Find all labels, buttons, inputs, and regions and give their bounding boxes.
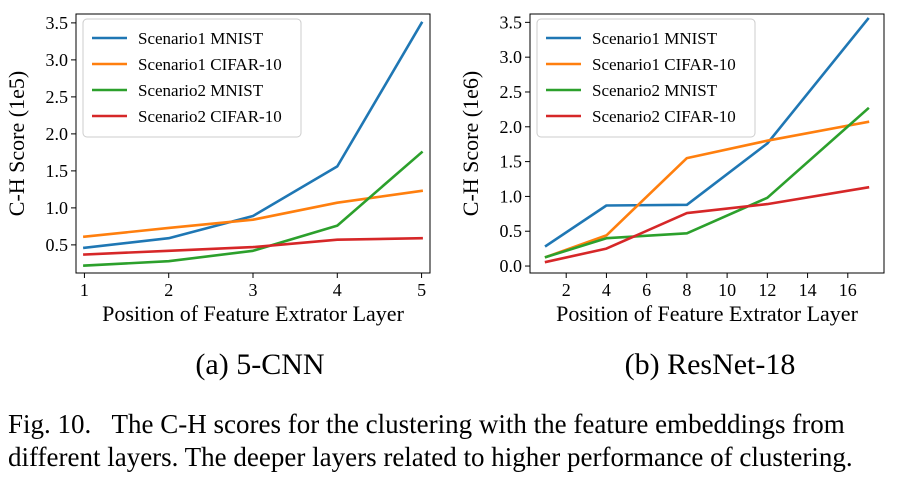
x-tick-label-b-4: 4 [602, 280, 611, 300]
legend-label-b-2: Scenario1 CIFAR-10 [592, 55, 736, 74]
y-tick-label-a-3: 2.0 [46, 124, 69, 144]
legend-label-a-1: Scenario1 MNIST [138, 29, 264, 48]
chart-b: 2 4 6 8 10 12 14 16 0.0 0.5 1.0 1.5 2.0 2.5 3.0 3.5 Posi… [458, 12, 885, 326]
legend-label-a-4: Scenario2 CIFAR-10 [138, 107, 282, 126]
series-line-b-3 [544, 106, 870, 259]
y-tick-label-a-1: 1.0 [46, 198, 69, 218]
x-tick-label-b-2: 2 [562, 280, 571, 300]
y-tick-label-b-7: 3.5 [500, 12, 523, 32]
figure-caption: Fig. 10. The C-H scores for the clusteri… [8, 408, 900, 474]
panel-caption-a: (a) 5-CNN [195, 348, 325, 381]
x-tick-label-b-14: 14 [799, 280, 817, 300]
x-tick-label-b-12: 12 [758, 280, 776, 300]
y-axis-label-a: C-H Score (1e5) [4, 71, 29, 216]
legend-a [82, 18, 302, 138]
series-line-a-1 [82, 21, 424, 250]
x-axis-label-a: Position of Feature Extrator Layer [102, 301, 404, 326]
y-tick-label-b-5: 2.5 [500, 82, 523, 102]
x-tick-label-b-8: 8 [682, 280, 691, 300]
y-tick-label-b-0: 0.0 [500, 256, 523, 276]
x-tick-label-a-2: 2 [164, 280, 173, 300]
x-tick-label-a-5: 5 [417, 280, 426, 300]
series-line-b-2 [544, 120, 870, 259]
series-line-a-4 [83, 236, 423, 256]
y-tick-label-a-2: 1.5 [46, 161, 69, 181]
panel-caption-b: (b) ResNet-18 [624, 348, 796, 381]
y-tick-label-a-5: 3.0 [46, 50, 69, 70]
legend-label-b-3: Scenario2 MNIST [592, 81, 718, 100]
x-tick-label-a-4: 4 [333, 280, 342, 300]
y-tick-label-b-2: 1.0 [500, 186, 523, 206]
y-tick-label-b-1: 0.5 [500, 221, 523, 241]
y-tick-label-b-4: 2.0 [500, 117, 523, 137]
legend-label-b-4: Scenario2 CIFAR-10 [592, 107, 736, 126]
series-line-b-4 [544, 185, 870, 264]
x-tick-label-b-10: 10 [718, 280, 736, 300]
legend-label-a-2: Scenario1 CIFAR-10 [138, 55, 282, 74]
x-tick-label-a-3: 3 [249, 280, 258, 300]
plot-frame-b [529, 13, 885, 274]
x-tick-label-b-16: 16 [839, 280, 857, 300]
chart-a: 1 2 3 4 5 0.5 1.0 1.5 2.0 2.5 3.0 3.5 Position of Fe… [4, 13, 431, 326]
y-axis-label-b: C-H Score (1e6) [458, 71, 483, 216]
y-tick-label-a-6: 3.5 [46, 13, 69, 33]
series-line-a-2 [82, 189, 424, 239]
x-axis-label-b: Position of Feature Extrator Layer [556, 301, 858, 326]
y-tick-label-b-6: 3.0 [500, 47, 523, 67]
figure-caption-line-2: different layers. The deeper layers rela… [8, 442, 853, 472]
figure-caption-line-1: Fig. 10. The C-H scores for the clusteri… [8, 409, 845, 439]
legend-label-b-1: Scenario1 MNIST [592, 29, 718, 48]
series-line-a-3 [83, 150, 424, 267]
y-tick-label-b-3: 1.5 [500, 152, 523, 172]
y-tick-label-a-4: 2.5 [46, 87, 69, 107]
y-tick-label-a-0: 0.5 [46, 235, 69, 255]
x-tick-label-a-1: 1 [80, 280, 89, 300]
legend-label-a-3: Scenario2 MNIST [138, 81, 264, 100]
x-tick-label-b-6: 6 [642, 280, 651, 300]
legend-b [536, 18, 756, 138]
series-line-b-1 [544, 17, 870, 248]
